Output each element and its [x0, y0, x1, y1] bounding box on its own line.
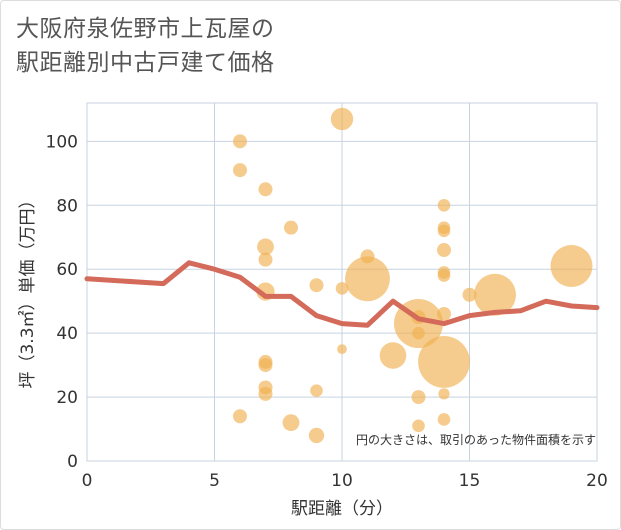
bubble — [437, 224, 451, 238]
plot-area — [86, 102, 598, 462]
bubble — [438, 388, 450, 400]
bubble — [437, 413, 451, 426]
bubble — [462, 287, 477, 302]
x-axis-label: 駅距離（分） — [291, 499, 393, 519]
bubble — [257, 238, 274, 256]
y-tick-label: 20 — [56, 388, 78, 408]
y-tick-label: 40 — [56, 324, 78, 344]
y-tick-label: 100 — [46, 132, 78, 152]
bubble — [345, 256, 390, 302]
x-tick-labels: 0 5 10 15 20 — [82, 471, 608, 491]
bubble — [233, 409, 247, 424]
bubble — [474, 273, 516, 316]
bubble — [335, 282, 349, 295]
bubble — [337, 344, 347, 355]
title-line-2: 駅距離別中古戸建て価格 — [16, 50, 275, 76]
bubble — [437, 306, 451, 321]
bubble — [309, 278, 324, 293]
bubble — [412, 326, 425, 340]
chart-title: 大阪府泉佐野市上瓦屋の 駅距離別中古戸建て価格 — [16, 12, 275, 80]
y-tick-labels: 0 20 40 60 80 100 — [46, 132, 78, 472]
bubble — [258, 252, 273, 267]
y-tick-label: 80 — [56, 196, 78, 216]
y-tick-label: 60 — [56, 260, 78, 280]
bubble — [330, 107, 354, 131]
bubble — [437, 198, 451, 212]
bubble — [310, 384, 323, 397]
x-tick-label: 15 — [459, 471, 481, 491]
average-price-line — [84, 260, 600, 328]
y-tick-label: 0 — [67, 452, 78, 472]
bubble-layer — [233, 107, 593, 444]
line-layer — [84, 260, 600, 328]
bubble — [412, 419, 425, 433]
bubble — [233, 134, 247, 149]
bubble — [282, 414, 300, 432]
x-tick-label: 5 — [209, 471, 220, 491]
x-tick-label: 0 — [82, 471, 93, 491]
title-line-1: 大阪府泉佐野市上瓦屋の — [16, 16, 275, 42]
x-tick-label: 10 — [331, 471, 353, 491]
bubble — [379, 342, 407, 369]
bubble — [233, 163, 247, 178]
y-axis-label: 坪（3.3㎡）単価（万円） — [18, 191, 38, 388]
bubble — [411, 390, 426, 405]
bubble — [308, 427, 325, 444]
bubble — [437, 243, 451, 258]
x-tick-label: 20 — [586, 471, 608, 491]
bubble — [437, 269, 451, 282]
bubble — [418, 336, 470, 388]
bubble — [258, 182, 273, 197]
bubble-size-note: 円の大きさは、取引のあった物件面積を示す — [355, 433, 596, 447]
bubble — [284, 220, 298, 235]
bubble — [258, 358, 273, 373]
bubble — [258, 386, 273, 401]
bubble — [550, 245, 593, 288]
